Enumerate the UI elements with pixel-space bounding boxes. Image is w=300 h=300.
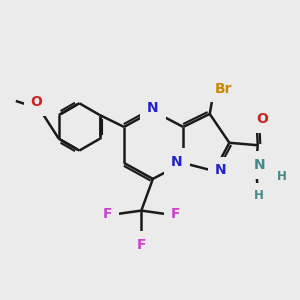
Text: N: N: [215, 164, 226, 178]
Text: N: N: [171, 155, 183, 170]
Text: N: N: [147, 101, 159, 115]
Text: F: F: [103, 207, 112, 221]
Text: O: O: [31, 95, 43, 110]
Text: H: H: [254, 189, 264, 202]
Text: F: F: [171, 207, 180, 221]
Text: O: O: [256, 112, 268, 126]
Text: N: N: [254, 158, 266, 172]
Text: Br: Br: [215, 82, 232, 95]
Text: F: F: [136, 238, 146, 252]
Text: H: H: [277, 170, 287, 183]
